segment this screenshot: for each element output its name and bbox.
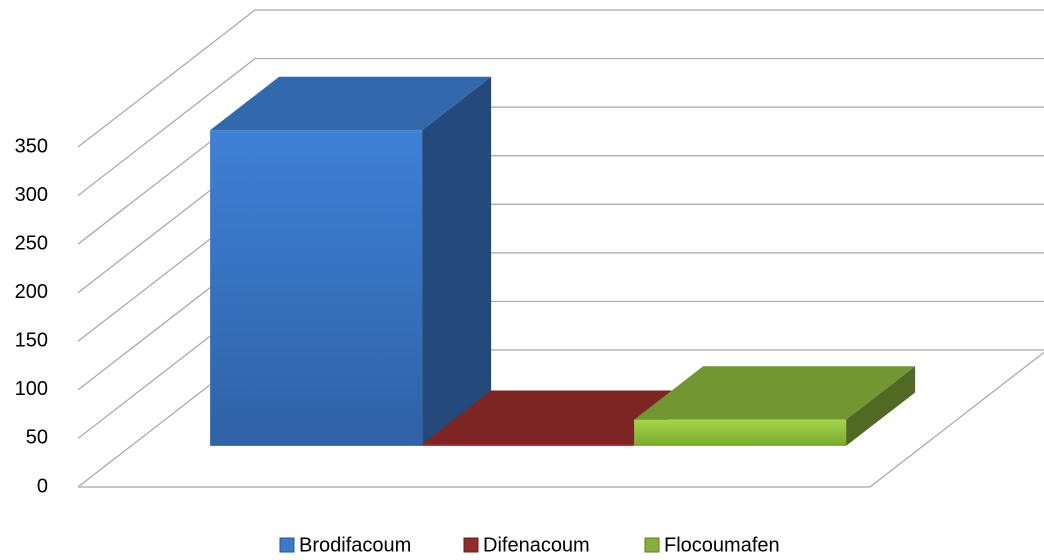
bar-top: [422, 390, 704, 444]
legend-label: Brodifacoum: [299, 534, 411, 556]
y-tick-label: 300: [15, 184, 48, 206]
y-tick-label: 200: [15, 281, 48, 303]
bar: [422, 443, 635, 446]
legend-label: Difenacoum: [483, 534, 590, 556]
legend-swatch: [644, 537, 660, 553]
y-tick-label: 50: [26, 427, 48, 449]
bar: [210, 130, 423, 446]
legend-swatch: [463, 537, 479, 553]
floor-edge: [869, 351, 1044, 488]
bar-top: [210, 76, 492, 131]
grid-line: [77, 9, 1044, 148]
bar-top: [634, 366, 916, 420]
y-tick-label: 350: [15, 135, 48, 157]
bar-side: [846, 366, 916, 446]
y-tick-label: 150: [15, 330, 48, 352]
y-tick-label: 100: [15, 378, 48, 400]
grid-line: [77, 57, 1044, 197]
y-tick-label: 0: [37, 475, 48, 497]
legend-swatch: [279, 537, 295, 553]
y-tick-label: 250: [15, 232, 48, 254]
legend-label: Flocoumafen: [664, 534, 780, 556]
bar-side: [422, 76, 492, 446]
bar: [634, 419, 847, 446]
